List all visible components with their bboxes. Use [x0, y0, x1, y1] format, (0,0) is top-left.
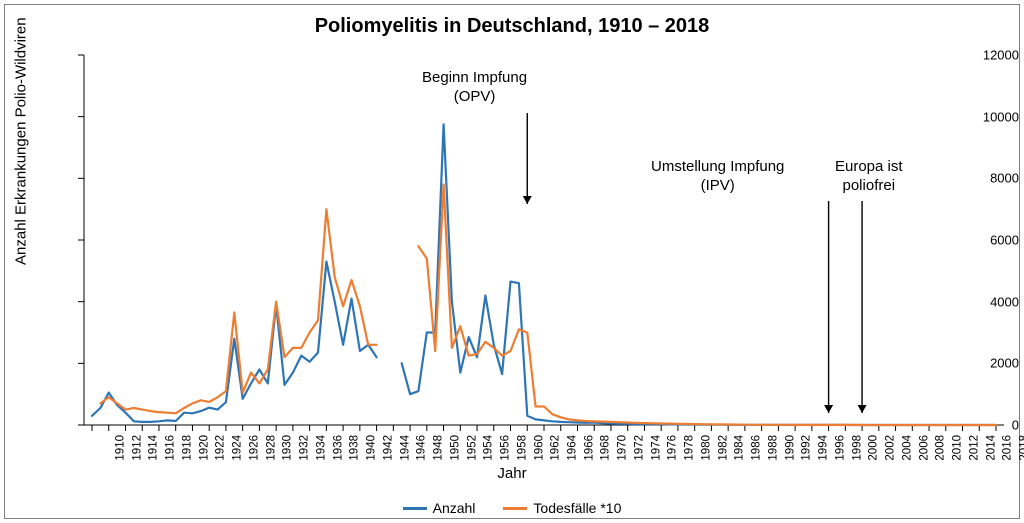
- x-tick-label: 1952: [466, 435, 478, 461]
- x-tick-label: 1960: [533, 435, 545, 461]
- x-tick-label: 2006: [918, 435, 930, 461]
- x-tick-label: 2018: [1019, 435, 1024, 461]
- x-tick-label: 1950: [449, 435, 461, 461]
- x-tick-label: 1998: [851, 435, 863, 461]
- x-tick-label: 1982: [717, 435, 729, 461]
- y-tick-label: 6000: [950, 233, 1019, 248]
- annotation-arrowhead-poliofree: [858, 405, 867, 413]
- x-tick-label: 2000: [868, 435, 880, 461]
- x-tick-label: 1972: [634, 435, 646, 461]
- legend-item-anzahl: Anzahl: [403, 500, 476, 516]
- x-tick-label: 2004: [901, 435, 913, 461]
- x-tick-label: 1958: [516, 435, 528, 461]
- x-axis-label: Jahr: [5, 465, 1019, 482]
- x-tick-label: 1966: [583, 435, 595, 461]
- x-tick-label: 1932: [299, 435, 311, 461]
- annotation-poliofree: Europa istpoliofrei: [835, 158, 903, 196]
- x-tick-label: 1922: [215, 435, 227, 461]
- x-tick-label: 1988: [767, 435, 779, 461]
- x-tick-label: 1940: [366, 435, 378, 461]
- x-tick-label: 1918: [182, 435, 194, 461]
- x-tick-label: 2012: [968, 435, 980, 461]
- x-tick-label: 1992: [801, 435, 813, 461]
- y-tick-label: 10000: [950, 109, 1019, 124]
- x-tick-label: 1914: [148, 435, 160, 461]
- x-tick-label: 1936: [332, 435, 344, 461]
- x-tick-label: 1928: [265, 435, 277, 461]
- x-tick-label: 2014: [985, 435, 997, 461]
- x-tick-label: 1974: [650, 435, 662, 461]
- x-tick-label: 1964: [567, 435, 579, 461]
- x-tick-label: 1978: [684, 435, 696, 461]
- annotation-opv: Beginn Impfung(OPV): [422, 69, 527, 107]
- x-tick-label: 1930: [282, 435, 294, 461]
- annotation-ipv: Umstellung Impfung(IPV): [651, 158, 784, 196]
- y-tick-label: 2000: [950, 356, 1019, 371]
- x-tick-label: 1996: [834, 435, 846, 461]
- x-tick-label: 1980: [701, 435, 713, 461]
- x-tick-label: 1934: [315, 435, 327, 461]
- y-tick-label: 8000: [950, 171, 1019, 186]
- legend-label-anzahl: Anzahl: [433, 500, 476, 516]
- x-tick-label: 1984: [734, 435, 746, 461]
- legend-swatch-anzahl: [403, 507, 427, 510]
- legend: Anzahl Todesfälle *10: [5, 500, 1019, 516]
- x-tick-label: 1956: [500, 435, 512, 461]
- x-tick-label: 1994: [818, 435, 830, 461]
- x-tick-label: 1920: [198, 435, 210, 461]
- x-tick-label: 1942: [382, 435, 394, 461]
- x-tick-label: 1924: [232, 435, 244, 461]
- x-tick-label: 1962: [550, 435, 562, 461]
- x-tick-label: 1926: [249, 435, 261, 461]
- x-tick-label: 1944: [399, 435, 411, 461]
- x-tick-label: 1916: [165, 435, 177, 461]
- legend-swatch-todesfalle: [503, 507, 527, 510]
- x-tick-label: 1912: [131, 435, 143, 461]
- chart-frame: Poliomyelitis in Deutschland, 1910 – 201…: [4, 4, 1020, 519]
- x-tick-label: 1948: [433, 435, 445, 461]
- x-tick-label: 1968: [600, 435, 612, 461]
- x-tick-label: 1986: [751, 435, 763, 461]
- x-tick-label: 1910: [115, 435, 127, 461]
- x-tick-label: 1970: [617, 435, 629, 461]
- x-tick-label: 1946: [416, 435, 428, 461]
- y-tick-label: 4000: [950, 294, 1019, 309]
- x-tick-label: 1990: [784, 435, 796, 461]
- x-tick-label: 2010: [952, 435, 964, 461]
- x-tick-label: 1938: [349, 435, 361, 461]
- y-tick-label: 0: [950, 418, 1019, 433]
- x-tick-label: 1976: [667, 435, 679, 461]
- y-tick-label: 12000: [950, 48, 1019, 63]
- x-tick-label: 1954: [483, 435, 495, 461]
- annotation-arrowhead-ipv: [824, 405, 833, 413]
- legend-item-todesfalle: Todesfälle *10: [503, 500, 621, 516]
- x-tick-label: 2008: [935, 435, 947, 461]
- legend-label-todesfalle: Todesfälle *10: [533, 500, 621, 516]
- annotation-arrowhead-opv: [523, 196, 532, 204]
- x-tick-label: 2016: [1002, 435, 1014, 461]
- x-tick-label: 2002: [885, 435, 897, 461]
